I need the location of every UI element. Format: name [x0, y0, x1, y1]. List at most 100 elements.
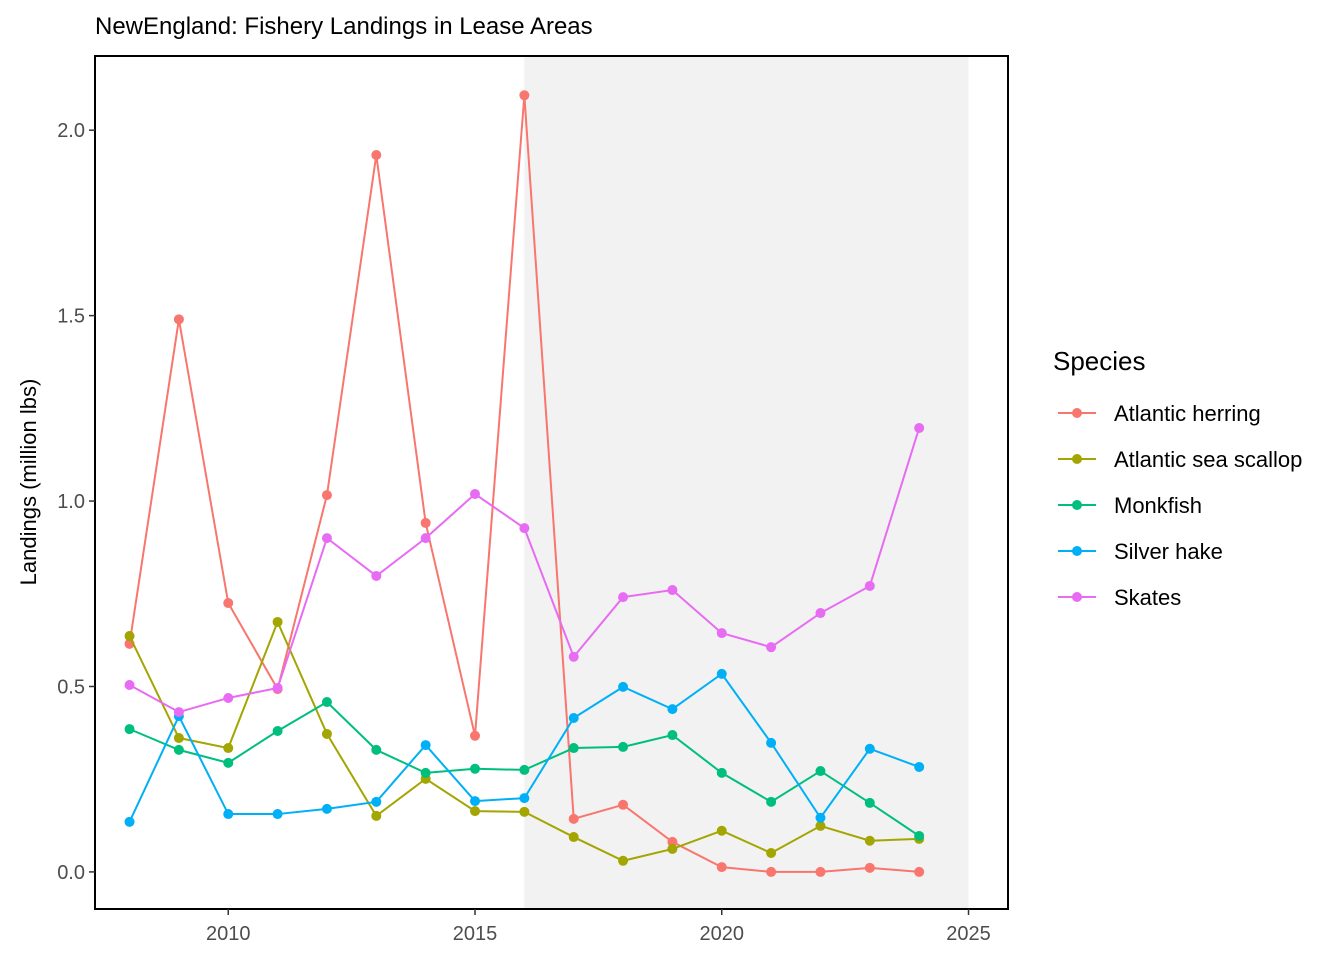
data-point: [766, 866, 777, 877]
data-point: [272, 682, 283, 693]
data-point: [420, 740, 431, 751]
data-point: [815, 820, 826, 831]
data-point: [173, 707, 184, 718]
data-point: [321, 490, 332, 501]
data-point: [124, 816, 135, 827]
legend-label: Monkfish: [1114, 493, 1202, 518]
data-point: [223, 809, 234, 820]
data-point: [766, 796, 777, 807]
data-point: [716, 668, 727, 679]
data-point: [667, 730, 678, 741]
data-point: [173, 733, 184, 744]
data-point: [470, 730, 481, 741]
legend-label: Silver hake: [1114, 539, 1223, 564]
data-point: [766, 737, 777, 748]
legend-label: Skates: [1114, 585, 1181, 610]
data-point: [568, 832, 579, 843]
data-point: [667, 843, 678, 854]
y-axis-label: Landings (million lbs): [16, 379, 41, 586]
data-point: [815, 866, 826, 877]
data-point: [173, 744, 184, 755]
data-point: [568, 743, 579, 754]
data-point: [568, 713, 579, 724]
y-tick-label: 0.5: [57, 676, 85, 698]
data-point: [470, 806, 481, 817]
data-point: [420, 533, 431, 544]
data-point: [519, 90, 530, 101]
chart-title: NewEngland: Fishery Landings in Lease Ar…: [95, 13, 593, 40]
data-point: [272, 809, 283, 820]
data-point: [173, 314, 184, 325]
data-point: [716, 825, 727, 836]
data-point: [371, 570, 382, 581]
data-point: [667, 836, 678, 847]
data-point: [864, 743, 875, 754]
data-point: [568, 651, 579, 662]
plot-panel-border: [94, 55, 1009, 910]
data-point: [815, 812, 826, 823]
data-point: [470, 488, 481, 499]
data-point: [618, 681, 629, 692]
data-point: [618, 592, 629, 603]
data-point: [618, 855, 629, 866]
data-point: [321, 697, 332, 708]
data-point: [272, 616, 283, 627]
data-point: [914, 761, 925, 772]
y-tick-label: 2.0: [57, 120, 85, 142]
data-point: [864, 835, 875, 846]
legend-label: Atlantic herring: [1114, 401, 1261, 426]
data-point: [519, 806, 530, 817]
data-point: [618, 741, 629, 752]
data-point: [223, 743, 234, 754]
data-point: [223, 757, 234, 768]
data-point: [864, 862, 875, 873]
data-point: [716, 767, 727, 778]
y-tick-label: 1.0: [57, 491, 85, 513]
legend-label: Atlantic sea scallop: [1114, 447, 1302, 472]
data-point: [766, 642, 777, 653]
x-tick-label: 2020: [700, 923, 745, 945]
data-point: [766, 847, 777, 858]
data-point: [618, 799, 629, 810]
data-point: [667, 585, 678, 596]
y-tick-label: 0.0: [57, 862, 85, 884]
data-point: [223, 598, 234, 609]
data-point: [667, 704, 678, 715]
data-point: [272, 725, 283, 736]
x-tick-label: 2015: [453, 923, 498, 945]
legend-key-point: [1072, 546, 1082, 556]
data-point: [470, 796, 481, 807]
shaded-region: [524, 56, 969, 909]
data-point: [420, 517, 431, 528]
data-point: [420, 767, 431, 778]
y-tick-label: 1.5: [57, 306, 85, 328]
data-point: [124, 679, 135, 690]
data-point: [519, 523, 530, 534]
legend-key-point: [1072, 454, 1082, 464]
data-point: [519, 793, 530, 804]
data-point: [519, 764, 530, 775]
data-point: [371, 796, 382, 807]
legend-key-point: [1072, 592, 1082, 602]
data-point: [124, 631, 135, 642]
data-point: [815, 766, 826, 777]
data-point: [371, 810, 382, 821]
data-point: [914, 422, 925, 433]
x-tick-label: 2010: [206, 923, 251, 945]
data-point: [716, 628, 727, 639]
data-point: [321, 803, 332, 814]
data-point: [470, 763, 481, 774]
data-point: [371, 150, 382, 161]
data-point: [914, 830, 925, 841]
data-point: [914, 866, 925, 877]
data-point: [568, 813, 579, 824]
data-point: [864, 797, 875, 808]
data-point: [864, 580, 875, 591]
data-point: [716, 862, 727, 873]
legend-title: Species: [1053, 346, 1146, 376]
legend-key-point: [1072, 500, 1082, 510]
data-point: [371, 744, 382, 755]
data-point: [321, 533, 332, 544]
data-point: [321, 728, 332, 739]
